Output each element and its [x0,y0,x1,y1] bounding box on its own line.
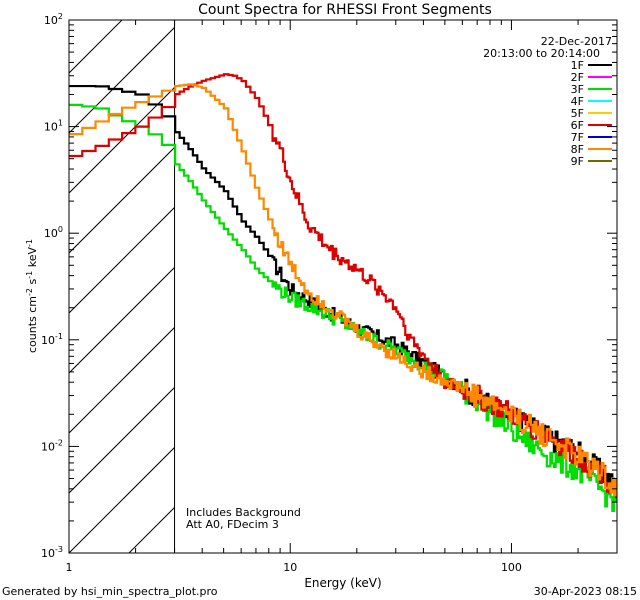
hatch-line [69,446,175,553]
legend-label-9F: 9F [571,155,584,168]
hatch-line [69,26,175,134]
y-axis-label: counts cm-2 s-1 keV-1 [25,239,39,353]
hatched-region [0,0,176,553]
x-axis-tick-labels: 1 10 100 [66,561,522,574]
legend-label-1F: 1F [571,59,584,72]
note-background: Includes Background [186,506,301,519]
x-axis-label: Energy (keV) [304,576,381,590]
series-line-3F [69,103,617,512]
hatch-line [69,20,123,74]
y-tick-label: 10-3 [41,545,63,560]
legend-label-8F: 8F [571,143,584,156]
x-tick-label: 1 [66,561,73,574]
note-attenuator: Att A0, FDecim 3 [186,518,279,531]
legend-label-6F: 6F [571,119,584,132]
timestamp-label: 30-Apr-2023 08:15 [534,585,637,598]
y-tick-label: 101 [44,119,63,134]
legend-label-7F: 7F [571,131,584,144]
hatch-line [69,146,175,254]
hatch-line [69,386,175,494]
series-line-8F [69,83,617,497]
series-layer [69,73,617,512]
hatch-line [0,0,129,553]
x-tick-label: 100 [501,561,522,574]
hatch-line [69,206,175,314]
y-axis-tick-labels: 10-3 10-2 10-1 100 101 102 [41,12,63,560]
legend-label-3F: 3F [571,83,584,96]
hatch-line [69,326,175,434]
plot-frame [68,19,618,554]
y-tick-label: 10-2 [41,438,63,453]
legend-label-4F: 4F [571,95,584,108]
x-tick-label: 10 [283,561,297,574]
chart-title: Count Spectra for RHESSI Front Segments [198,2,492,18]
legend-label-2F: 2F [571,71,584,84]
legend-label-5F: 5F [571,107,584,120]
date-label: 22-Dec-2017 [541,35,612,48]
time-range-label: 20:13:00 to 20:14:00 [483,47,600,60]
x-axis-ticks [68,20,618,553]
y-tick-label: 10-1 [41,332,63,347]
y-tick-label: 100 [44,225,63,240]
y-axis-ticks [69,24,617,554]
y-tick-label: 102 [44,12,63,27]
generated-by-label: Generated by hsi_min_spectra_plot.pro [2,585,218,598]
hatch-line [0,0,69,553]
